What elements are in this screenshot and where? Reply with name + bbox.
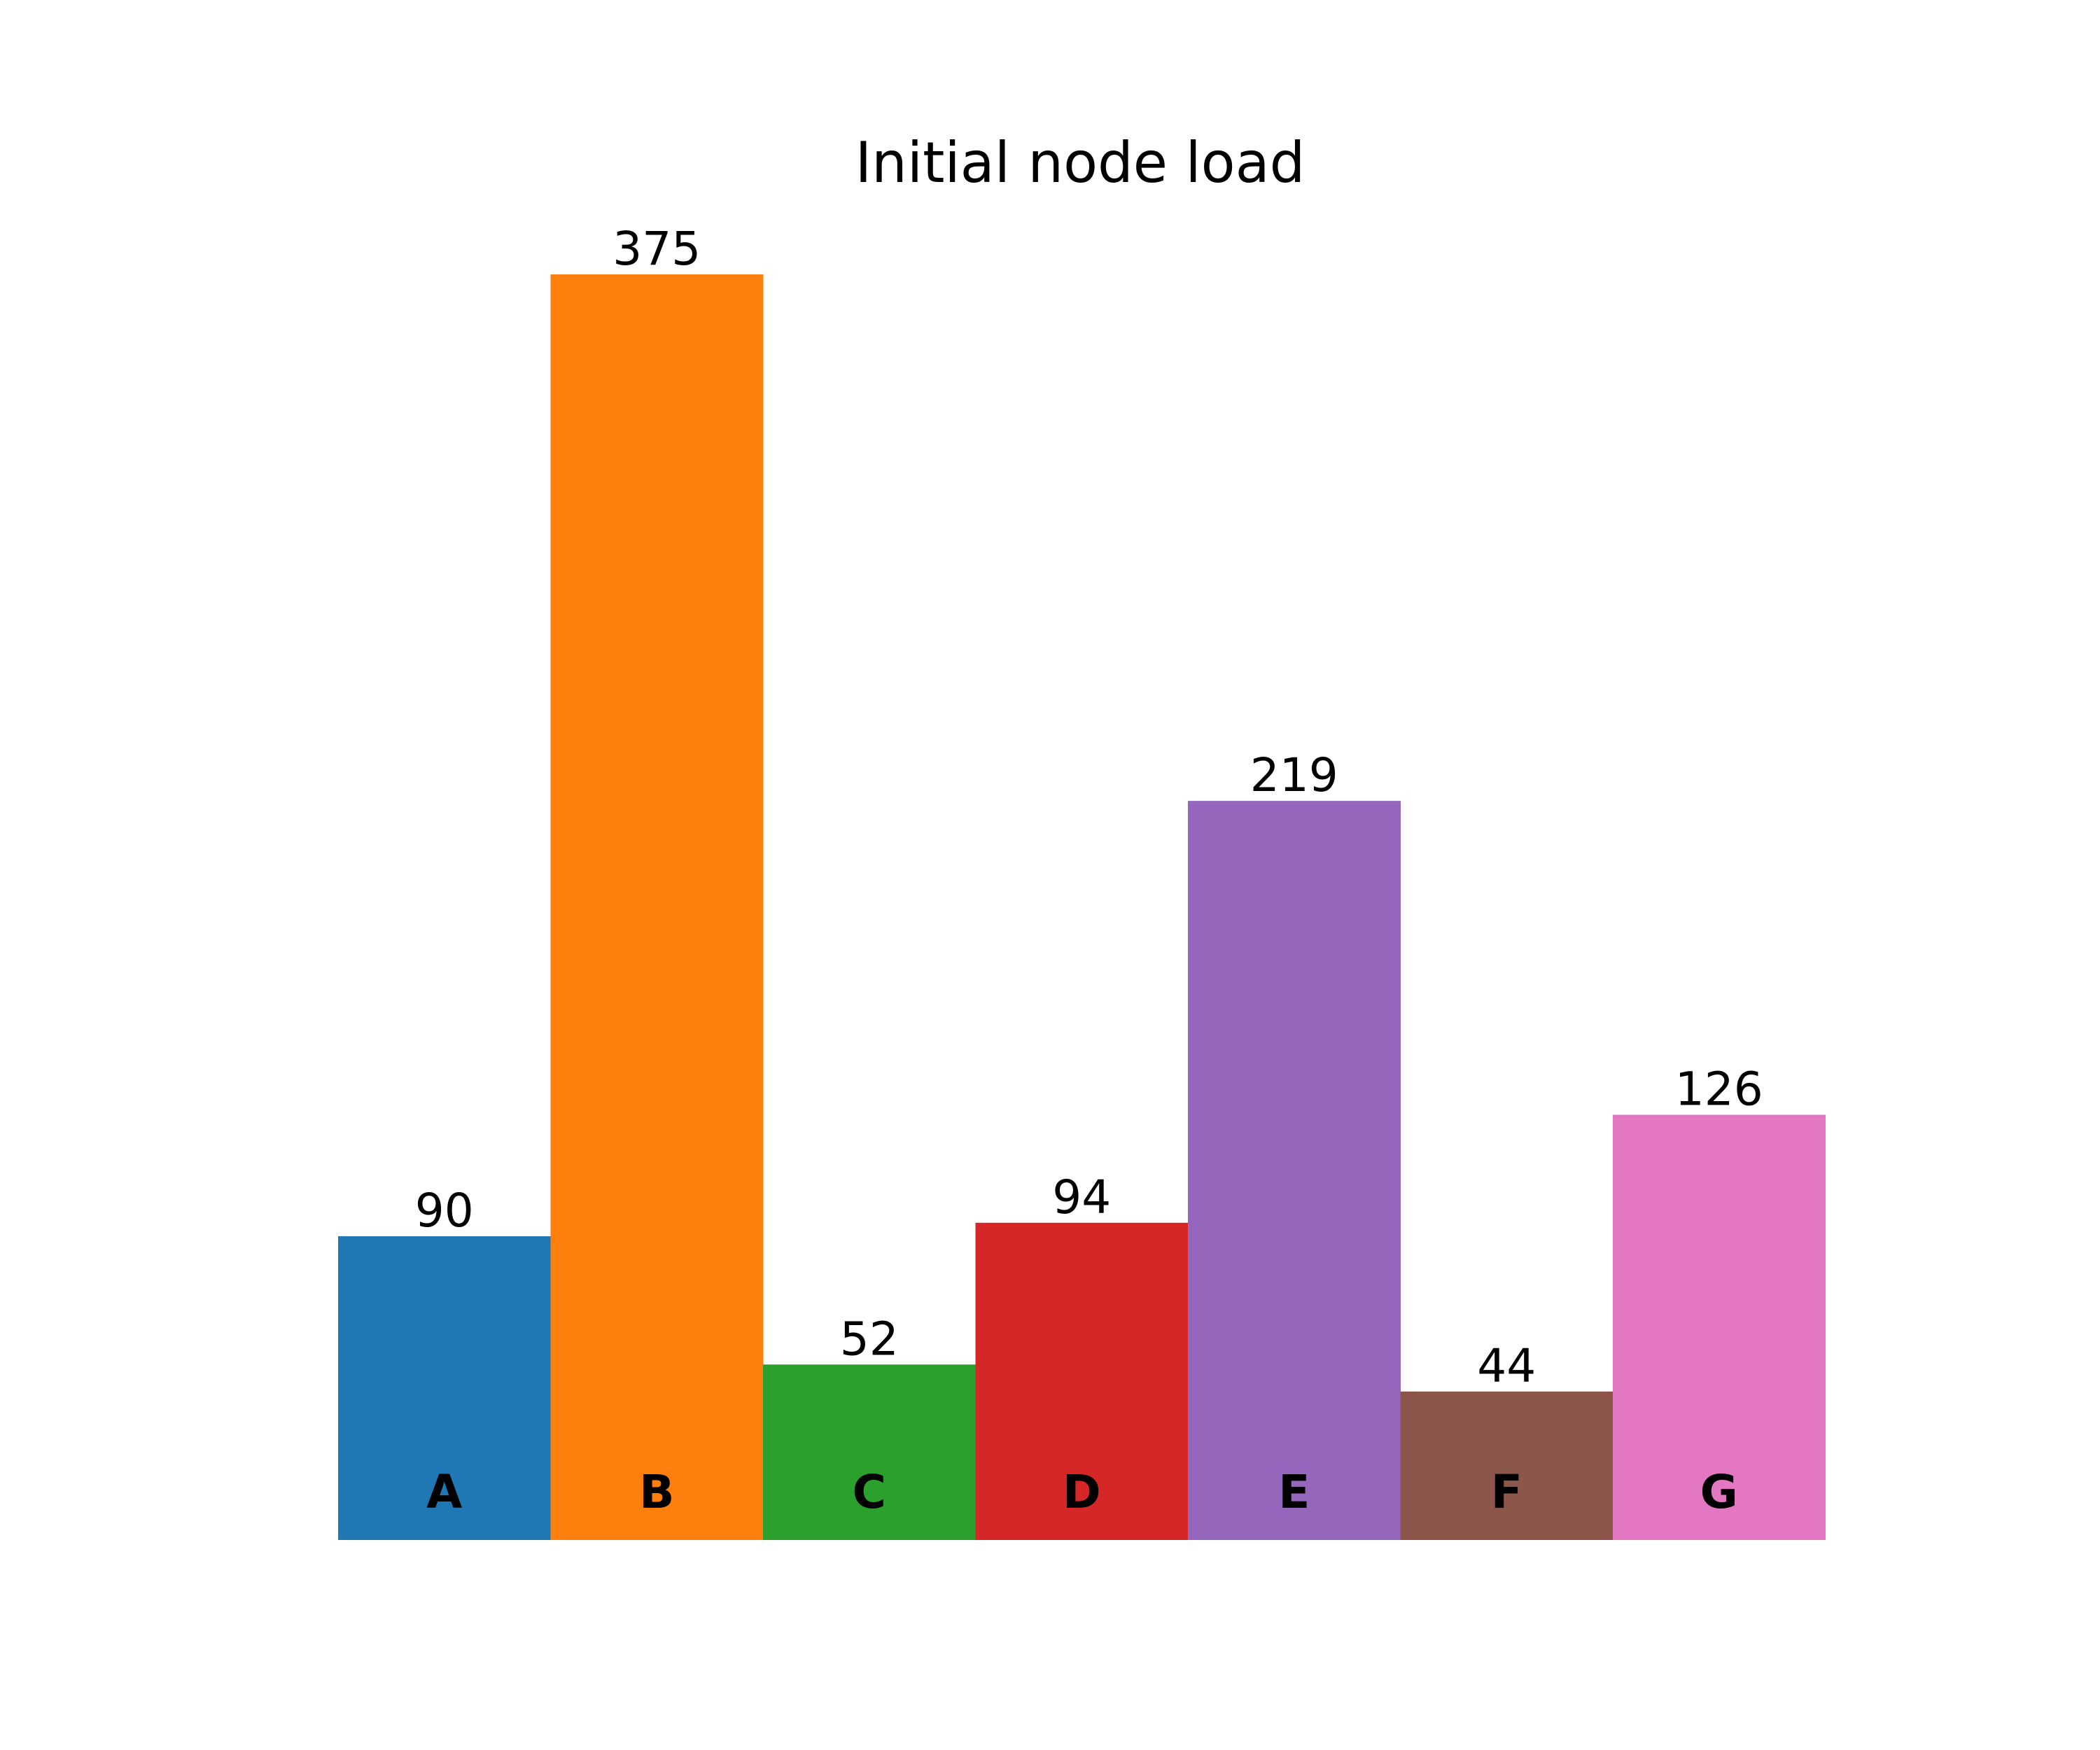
category-label-G: G — [1700, 1465, 1738, 1519]
category-label-D: D — [1063, 1465, 1101, 1519]
category-label-C: C — [853, 1465, 886, 1519]
chart-title: Initial node load — [855, 130, 1306, 195]
category-label-F: F — [1491, 1465, 1522, 1519]
category-label-B: B — [639, 1465, 674, 1519]
value-label-F: 44 — [1477, 1339, 1536, 1393]
labels-group: 90 A 375 B 52 C 94 D 219 E 44 F 126 G — [415, 222, 1763, 1519]
bar-C — [763, 1364, 976, 1540]
category-label-E: E — [1278, 1465, 1310, 1519]
value-label-C: 52 — [840, 1312, 899, 1366]
value-label-G: 126 — [1675, 1063, 1763, 1116]
bars-group — [338, 274, 1826, 1540]
value-label-B: 375 — [612, 222, 701, 276]
bar-G — [1613, 1114, 1826, 1540]
value-label-D: 94 — [1052, 1170, 1111, 1224]
value-label-A: 90 — [415, 1184, 474, 1238]
value-label-E: 219 — [1250, 748, 1338, 802]
bar-B — [550, 274, 764, 1540]
bar-A — [338, 1236, 551, 1540]
category-label-A: A — [426, 1465, 462, 1519]
bar-D — [975, 1222, 1189, 1540]
bar-F — [1400, 1391, 1614, 1540]
bar-E — [1188, 801, 1401, 1540]
